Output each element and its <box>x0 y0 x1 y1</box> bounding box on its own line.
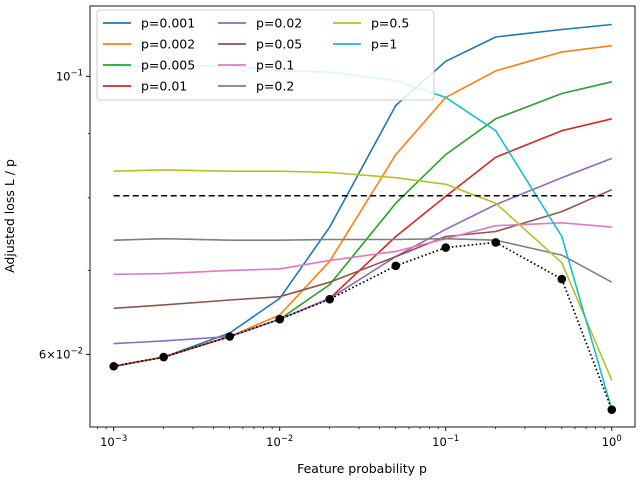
series-line-p=0.01 <box>113 118 612 368</box>
legend-label: p=0.05 <box>256 37 302 52</box>
envelope-point <box>391 261 401 271</box>
series-line-p=0.001 <box>113 23 612 368</box>
envelope-point <box>325 294 334 304</box>
x-tick-label: 100 <box>602 434 622 449</box>
y-axis-label: Adjusted loss L / p <box>2 159 17 273</box>
series-line-p=1 <box>113 64 613 410</box>
envelope-point <box>109 361 118 371</box>
envelope-point <box>225 332 235 341</box>
y-tick-label: 6×10−2 <box>39 346 83 361</box>
legend-label: p=0.001 <box>141 16 195 31</box>
legend-label: p=1 <box>371 37 397 52</box>
x-axis-ticks: 10−3 10−2 10−1 100 <box>97 427 622 449</box>
envelope-point <box>159 352 168 362</box>
y-axis-ticks: 10−1 6×10−2 <box>39 68 90 361</box>
plot-frame <box>89 5 636 428</box>
envelope-point <box>441 243 451 252</box>
x-tick-label: 10−2 <box>266 434 293 449</box>
envelope-point <box>607 405 617 414</box>
legend-label: p=0.02 <box>256 16 302 31</box>
series-line-p=0.05 <box>113 188 613 310</box>
series-line-p=0.1 <box>113 222 612 276</box>
legend-label: p=0.5 <box>371 16 409 31</box>
legend-label: p=0.2 <box>256 79 294 94</box>
legend-label: p=0.002 <box>141 37 195 52</box>
legend-label: p=0.01 <box>141 79 187 94</box>
envelope-point <box>275 314 285 324</box>
series-line-p=0.02 <box>113 157 613 345</box>
envelope-point <box>557 274 567 284</box>
x-axis-label: Feature probability p <box>297 461 427 476</box>
envelope-line <box>113 241 613 411</box>
legend-label: p=0.1 <box>256 58 294 73</box>
y-tick-label: 10−1 <box>56 68 83 83</box>
legend-label: p=0.005 <box>141 58 195 73</box>
legend: p=0.001 p=0.002 p=0.005 p=0.01 p=0.02 p=0.05 p… <box>96 9 435 101</box>
legend-box <box>96 9 435 101</box>
envelope-group <box>109 238 617 414</box>
series-line-p=0.2 <box>113 237 613 283</box>
envelope-point <box>491 238 501 247</box>
series-line-p=0.5 <box>113 169 613 381</box>
x-tick-label: 10−1 <box>432 434 459 449</box>
x-tick-label: 10−3 <box>100 434 127 449</box>
